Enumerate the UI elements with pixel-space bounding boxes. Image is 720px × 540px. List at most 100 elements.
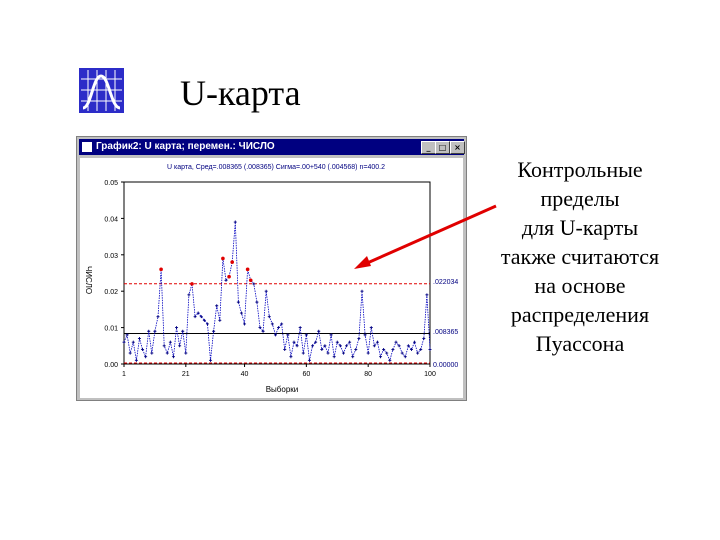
lcl-label: 0.00000	[433, 362, 458, 369]
data-point	[252, 282, 256, 286]
data-point	[212, 329, 216, 333]
out-of-control-point	[159, 267, 163, 272]
slide-title: U-карта	[180, 73, 301, 113]
maximize-button[interactable]: □	[435, 141, 450, 154]
data-point	[162, 344, 166, 348]
x-tick-label: 1	[122, 371, 126, 378]
data-point	[141, 347, 145, 351]
chart-area: U карта, Сред=.008365 (.008365) Сигма=.0…	[80, 158, 463, 398]
data-point	[419, 347, 423, 351]
data-point	[270, 322, 274, 326]
data-point	[273, 333, 277, 337]
close-button[interactable]: ×	[450, 141, 465, 154]
data-point	[369, 326, 373, 330]
data-point	[187, 293, 191, 297]
paragraph-line: также считаются	[500, 244, 660, 269]
out-of-control-point	[221, 256, 225, 261]
center-line-label: .008365	[433, 329, 458, 336]
data-point	[314, 340, 318, 344]
data-point	[388, 358, 392, 362]
data-point	[320, 347, 324, 351]
data-point	[147, 329, 151, 333]
x-tick-label: 21	[182, 371, 190, 378]
data-point	[280, 322, 284, 326]
window-titlebar[interactable]: График2: U карта; перемен.: ЧИСЛО _ □ ×	[79, 139, 465, 155]
data-point	[184, 351, 188, 355]
data-point	[345, 344, 349, 348]
y-tick-label: 0.03	[104, 253, 118, 260]
data-point	[137, 337, 141, 341]
data-point	[175, 326, 179, 330]
data-point	[209, 358, 213, 362]
data-point	[215, 304, 219, 308]
data-point	[375, 340, 379, 344]
data-point	[236, 300, 240, 304]
data-point	[295, 344, 299, 348]
data-point	[199, 315, 203, 319]
paragraph-line: Контрольные	[517, 157, 643, 182]
data-point	[193, 315, 197, 319]
data-point	[326, 351, 330, 355]
out-of-control-point	[190, 282, 194, 286]
data-point	[258, 326, 262, 330]
data-point	[397, 344, 401, 348]
bell-curve-logo-icon	[79, 68, 124, 113]
chart-window: График2: U карта; перемен.: ЧИСЛО _ □ × …	[76, 136, 467, 401]
data-point	[122, 340, 126, 344]
data-point	[403, 355, 407, 359]
data-point	[335, 340, 339, 344]
data-point	[338, 344, 342, 348]
x-tick-label: 60	[302, 371, 310, 378]
series-line	[123, 221, 431, 362]
data-point	[168, 340, 172, 344]
x-tick-label: 100	[424, 371, 436, 378]
data-point	[267, 315, 271, 319]
data-point	[413, 340, 417, 344]
data-point	[348, 340, 352, 344]
data-point	[341, 351, 345, 355]
data-point	[351, 355, 355, 359]
data-point	[428, 347, 432, 351]
paragraph-line: Пуассона	[535, 331, 625, 356]
data-point	[131, 340, 135, 344]
data-point	[394, 340, 398, 344]
data-point	[391, 347, 395, 351]
y-tick-label: 0.01	[104, 326, 118, 333]
data-point	[385, 351, 389, 355]
data-point	[298, 326, 302, 330]
data-point	[144, 355, 148, 359]
data-point	[372, 344, 376, 348]
data-point	[218, 318, 222, 322]
data-point	[243, 322, 247, 326]
data-point	[224, 278, 228, 282]
data-point	[153, 329, 157, 333]
data-point	[125, 333, 129, 337]
data-point	[196, 311, 200, 315]
data-point	[239, 311, 243, 315]
data-point	[283, 347, 287, 351]
data-point	[181, 329, 185, 333]
out-of-control-point	[227, 274, 231, 279]
data-point	[304, 333, 308, 337]
data-point	[171, 355, 175, 359]
out-of-control-point	[245, 267, 250, 272]
data-point	[178, 344, 182, 348]
y-axis-label: ЧИСЛО	[84, 266, 93, 294]
data-point	[366, 351, 370, 355]
chart-title: U карта, Сред=.008365 (.008365) Сигма=.0…	[167, 164, 385, 171]
y-tick-label: 0.00	[104, 362, 118, 369]
out-of-control-point	[248, 278, 253, 283]
data-point	[406, 344, 410, 348]
data-point	[422, 337, 426, 341]
data-point	[205, 322, 209, 326]
data-point	[360, 289, 364, 293]
x-tick-label: 40	[241, 371, 249, 378]
data-point	[128, 351, 132, 355]
data-point	[354, 347, 358, 351]
out-of-control-point	[230, 260, 234, 264]
data-point	[357, 337, 361, 341]
paragraph-line: распределения	[510, 302, 650, 327]
data-point	[277, 326, 281, 330]
data-point	[307, 358, 311, 362]
data-point	[156, 315, 160, 319]
